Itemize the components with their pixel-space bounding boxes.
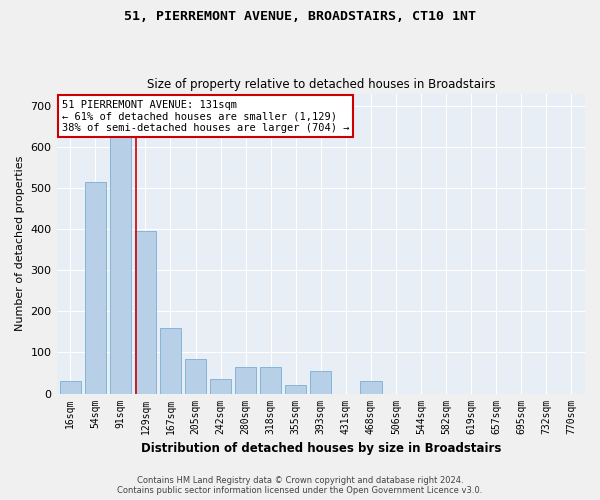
- Text: 51 PIERREMONT AVENUE: 131sqm
← 61% of detached houses are smaller (1,129)
38% of: 51 PIERREMONT AVENUE: 131sqm ← 61% of de…: [62, 100, 349, 133]
- Bar: [235, 367, 256, 394]
- Bar: [260, 367, 281, 394]
- Bar: [210, 379, 231, 394]
- Text: Contains HM Land Registry data © Crown copyright and database right 2024.
Contai: Contains HM Land Registry data © Crown c…: [118, 476, 482, 495]
- Bar: [360, 381, 382, 394]
- Text: 51, PIERREMONT AVENUE, BROADSTAIRS, CT10 1NT: 51, PIERREMONT AVENUE, BROADSTAIRS, CT10…: [124, 10, 476, 23]
- Bar: [185, 358, 206, 394]
- Bar: [285, 386, 307, 394]
- Bar: [110, 132, 131, 394]
- Title: Size of property relative to detached houses in Broadstairs: Size of property relative to detached ho…: [146, 78, 495, 91]
- Y-axis label: Number of detached properties: Number of detached properties: [15, 156, 25, 331]
- Bar: [310, 371, 331, 394]
- Bar: [85, 182, 106, 394]
- Bar: [160, 328, 181, 394]
- Bar: [59, 381, 81, 394]
- Bar: [135, 231, 156, 394]
- X-axis label: Distribution of detached houses by size in Broadstairs: Distribution of detached houses by size …: [140, 442, 501, 455]
